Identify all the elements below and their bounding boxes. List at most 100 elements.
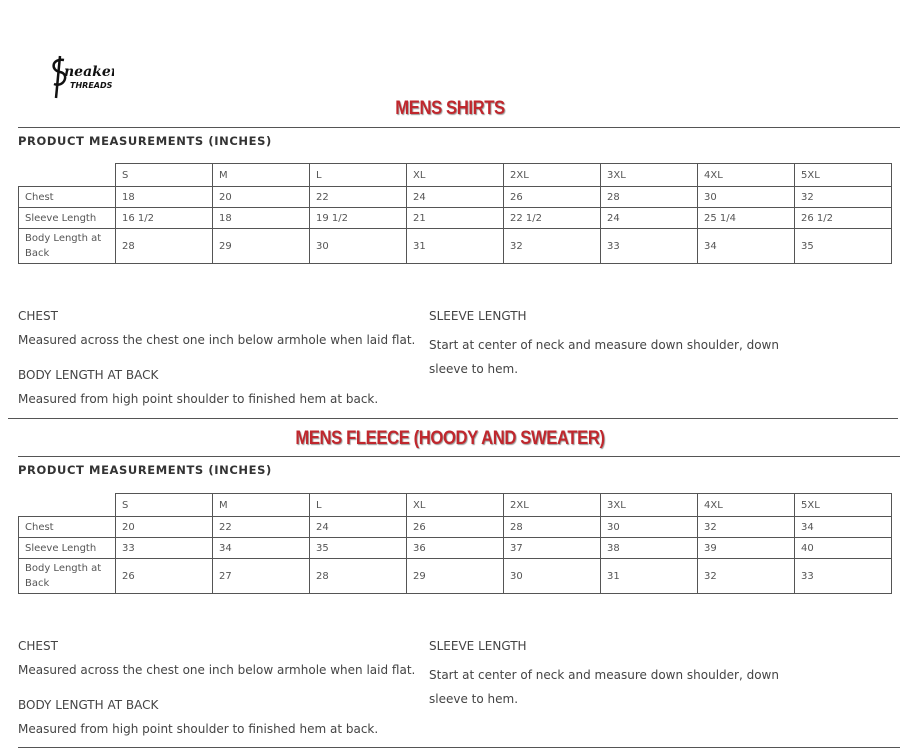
- row-label: Chest: [18, 186, 116, 208]
- sleeve-heading: SLEEVE LENGTH: [429, 309, 527, 323]
- header-row: S M L XL 2XL 3XL 4XL 5XL: [18, 493, 892, 517]
- measurement-cell: 32: [794, 186, 892, 208]
- measurement-cell: 24: [309, 516, 407, 538]
- shirts-measurements-table: S M L XL 2XL 3XL 4XL 5XL Chest 18 20 22 24 26 28 30 32 Sl…: [18, 163, 892, 264]
- measurement-cell: 30: [697, 186, 795, 208]
- section-title-shirts: MENS SHIRTS: [395, 98, 505, 119]
- size-header: 5XL: [794, 163, 892, 187]
- measurement-cell: 31: [600, 558, 698, 594]
- row-label: Chest: [18, 516, 116, 538]
- measurement-cell: 29: [212, 228, 310, 264]
- measurement-cell: 38: [600, 537, 698, 559]
- measurement-cell: 21: [406, 207, 504, 229]
- sleeve-heading: SLEEVE LENGTH: [429, 639, 527, 653]
- row-label: Sleeve Length: [18, 537, 116, 559]
- measurement-cell: 27: [212, 558, 310, 594]
- body-text: Measured from high point shoulder to fin…: [18, 722, 379, 736]
- measurement-cell: 33: [115, 537, 213, 559]
- row-label: Body Length at Back: [18, 228, 116, 264]
- divider: [8, 418, 898, 419]
- measurement-cell: 32: [697, 516, 795, 538]
- blank-cell: [18, 493, 116, 517]
- measurement-cell: 34: [212, 537, 310, 559]
- svg-text:neaker: neaker: [64, 64, 114, 80]
- measurement-cell: 19 1/2: [309, 207, 407, 229]
- measurement-cell: 26: [406, 516, 504, 538]
- subtitle: PRODUCT MEASUREMENTS (INCHES): [18, 463, 272, 477]
- measurement-cell: 22: [309, 186, 407, 208]
- divider: [18, 747, 900, 748]
- size-header: L: [309, 163, 407, 187]
- measurement-cell: 31: [406, 228, 504, 264]
- measurement-cell: 18: [115, 186, 213, 208]
- measurement-cell: 39: [697, 537, 795, 559]
- size-header: 4XL: [697, 163, 795, 187]
- size-header: 3XL: [600, 163, 698, 187]
- size-header: XL: [406, 493, 504, 517]
- measurement-cell: 30: [309, 228, 407, 264]
- row-label: Sleeve Length: [18, 207, 116, 229]
- blank-cell: [18, 163, 116, 187]
- chest-heading: CHEST: [18, 639, 58, 653]
- measurement-cell: 30: [503, 558, 601, 594]
- measurement-cell: 26: [503, 186, 601, 208]
- measurement-cell: 20: [115, 516, 213, 538]
- measurement-cell: 35: [794, 228, 892, 264]
- sleeve-text: Start at center of neck and measure down…: [429, 668, 779, 706]
- divider: [18, 127, 900, 128]
- measurement-cell: 26: [115, 558, 213, 594]
- size-header: 4XL: [697, 493, 795, 517]
- measurement-cell: 30: [600, 516, 698, 538]
- measurement-cell: 32: [697, 558, 795, 594]
- size-header: S: [115, 493, 213, 517]
- measurement-cell: 37: [503, 537, 601, 559]
- table-row: Body Length at Back 28 29 30 31 32 33 34 35: [18, 228, 892, 264]
- measurement-cell: 24: [406, 186, 504, 208]
- measurement-cell: 33: [600, 228, 698, 264]
- size-header: M: [212, 163, 310, 187]
- measurement-cell: 18: [212, 207, 310, 229]
- measurement-cell: 28: [309, 558, 407, 594]
- sleeve-text: Start at center of neck and measure down…: [429, 338, 779, 376]
- size-header: 5XL: [794, 493, 892, 517]
- size-header: 2XL: [503, 163, 601, 187]
- measurement-cell: 34: [697, 228, 795, 264]
- size-header: 2XL: [503, 493, 601, 517]
- measurement-cell: 32: [503, 228, 601, 264]
- size-header: L: [309, 493, 407, 517]
- table-row: Chest 20 22 24 26 28 30 32 34: [18, 516, 892, 538]
- measurement-cell: 33: [794, 558, 892, 594]
- body-text: Measured from high point shoulder to fin…: [18, 392, 379, 406]
- measurement-cell: 22 1/2: [503, 207, 601, 229]
- measurement-cell: 16 1/2: [115, 207, 213, 229]
- measurement-cell: 25 1/4: [697, 207, 795, 229]
- subtitle: PRODUCT MEASUREMENTS (INCHES): [18, 134, 272, 148]
- body-heading: BODY LENGTH AT BACK: [18, 368, 159, 382]
- row-label: Body Length at Back: [18, 558, 116, 594]
- measurement-cell: 22: [212, 516, 310, 538]
- measurement-cell: 24: [600, 207, 698, 229]
- measurement-cell: 29: [406, 558, 504, 594]
- table-row: Sleeve Length 16 1/2 18 19 1/2 21 22 1/2 24 25 …: [18, 207, 892, 229]
- table-row: Sleeve Length 33 34 35 36 37 38 39 40: [18, 537, 892, 559]
- fleece-measurements-table: S M L XL 2XL 3XL 4XL 5XL Chest 20 22 24 26 28 30 32 34 Sl…: [18, 493, 892, 594]
- measurement-cell: 28: [503, 516, 601, 538]
- size-header: 3XL: [600, 493, 698, 517]
- divider: [18, 456, 900, 457]
- measurement-cell: 35: [309, 537, 407, 559]
- measurement-cell: 34: [794, 516, 892, 538]
- size-header: XL: [406, 163, 504, 187]
- chest-text: Measured across the chest one inch below…: [18, 333, 416, 347]
- body-heading: BODY LENGTH AT BACK: [18, 698, 159, 712]
- measurement-cell: 20: [212, 186, 310, 208]
- measurement-cell: 28: [600, 186, 698, 208]
- sneaker-threads-logo: neaker THREADS: [52, 55, 114, 99]
- measurement-cell: 28: [115, 228, 213, 264]
- measurement-cell: 36: [406, 537, 504, 559]
- section-title-fleece: MENS FLEECE (HOODY AND SWEATER): [295, 428, 605, 449]
- measurement-cell: 26 1/2: [794, 207, 892, 229]
- svg-text:THREADS: THREADS: [70, 81, 113, 90]
- table-row: Chest 18 20 22 24 26 28 30 32: [18, 186, 892, 208]
- measurement-cell: 40: [794, 537, 892, 559]
- chest-heading: CHEST: [18, 309, 58, 323]
